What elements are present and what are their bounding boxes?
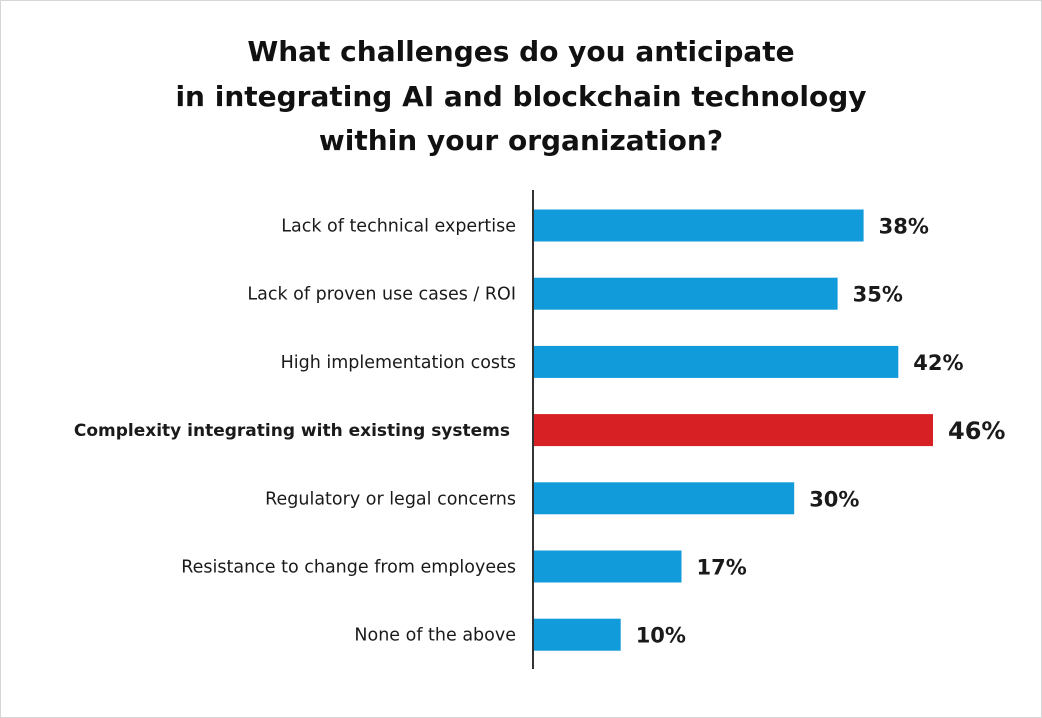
- category-label-none-of-the-above: None of the above: [354, 626, 516, 646]
- bars: [534, 209, 933, 651]
- value-label-resistance-to-change-from-employees: 17%: [697, 556, 747, 580]
- bar-lack-of-technical-expertise: [534, 209, 864, 242]
- value-label-high-implementation-costs: 42%: [913, 351, 963, 375]
- category-labels: Lack of technical expertise Lack of prove…: [74, 217, 516, 646]
- value-label-lack-of-technical-expertise: 38%: [879, 215, 929, 239]
- bar-regulatory-or-legal-concerns: [534, 482, 795, 515]
- value-label-lack-of-proven-use-cases-roi: 35%: [853, 283, 903, 307]
- bar-lack-of-proven-use-cases-roi: [534, 277, 838, 310]
- chart-title-line-3: within your organization?: [319, 124, 723, 157]
- value-label-none-of-the-above: 10%: [636, 624, 686, 648]
- bar-resistance-to-change-from-employees: [534, 550, 682, 583]
- category-label-lack-of-technical-expertise: Lack of technical expertise: [281, 217, 516, 237]
- category-label-resistance-to-change-from-employees: Resistance to change from employees: [181, 558, 516, 578]
- category-label-complexity-integrating-with-existing-systems: Complexity integrating with existing sys…: [74, 421, 510, 441]
- value-label-regulatory-or-legal-concerns: 30%: [809, 487, 859, 511]
- bar-none-of-the-above: [534, 618, 621, 651]
- bar-complexity-integrating-with-existing-systems: [534, 414, 933, 447]
- bar-high-implementation-costs: [534, 345, 899, 378]
- value-labels: 38% 35% 42% 46% 30% 17% 10%: [636, 215, 1006, 648]
- category-label-high-implementation-costs: High implementation costs: [281, 353, 516, 373]
- category-label-regulatory-or-legal-concerns: Regulatory or legal concerns: [265, 489, 516, 509]
- category-label-lack-of-proven-use-cases-roi: Lack of proven use cases / ROI: [247, 285, 516, 305]
- chart-title-line-2: in integrating AI and blockchain technol…: [175, 80, 866, 113]
- value-label-complexity-integrating-with-existing-systems: 46%: [948, 417, 1005, 445]
- chart-title: What challenges do you anticipate in int…: [175, 35, 866, 157]
- chart-title-line-1: What challenges do you anticipate: [247, 35, 794, 68]
